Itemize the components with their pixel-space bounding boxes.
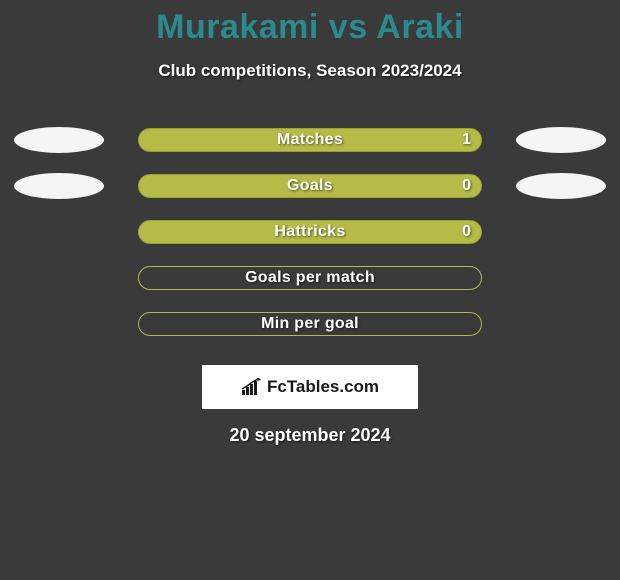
left-player-marker xyxy=(14,127,104,153)
stat-label: Min per goal xyxy=(261,315,359,333)
stat-row-goals: Goals 0 xyxy=(0,163,620,209)
comparison-subtitle: Club competitions, Season 2023/2024 xyxy=(0,61,620,81)
stat-value: 0 xyxy=(462,177,471,195)
logo-text: FcTables.com xyxy=(267,377,379,397)
left-player-marker xyxy=(14,173,104,199)
stats-rows: Matches 1 Goals 0 Hattricks 0 Goals per … xyxy=(0,117,620,347)
chart-icon xyxy=(241,378,263,396)
stat-bar: Hattricks 0 xyxy=(138,220,482,244)
stat-row-matches: Matches 1 xyxy=(0,117,620,163)
stat-value: 0 xyxy=(462,223,471,241)
stat-label: Goals per match xyxy=(245,269,375,287)
stat-value: 1 xyxy=(462,131,471,149)
stat-row-min-per-goal: Min per goal xyxy=(0,301,620,347)
snapshot-date: 20 september 2024 xyxy=(0,425,620,446)
stat-bar: Goals 0 xyxy=(138,174,482,198)
stat-label: Goals xyxy=(287,177,333,195)
comparison-title: Murakami vs Araki xyxy=(0,0,620,47)
stat-bar: Goals per match xyxy=(138,266,482,290)
right-player-marker xyxy=(516,127,606,153)
fctables-logo: FcTables.com xyxy=(202,365,418,409)
stat-bar: Min per goal xyxy=(138,312,482,336)
stat-label: Hattricks xyxy=(274,223,345,241)
stat-label: Matches xyxy=(277,131,343,149)
stat-bar: Matches 1 xyxy=(138,128,482,152)
stat-row-goals-per-match: Goals per match xyxy=(0,255,620,301)
stat-row-hattricks: Hattricks 0 xyxy=(0,209,620,255)
right-player-marker xyxy=(516,173,606,199)
